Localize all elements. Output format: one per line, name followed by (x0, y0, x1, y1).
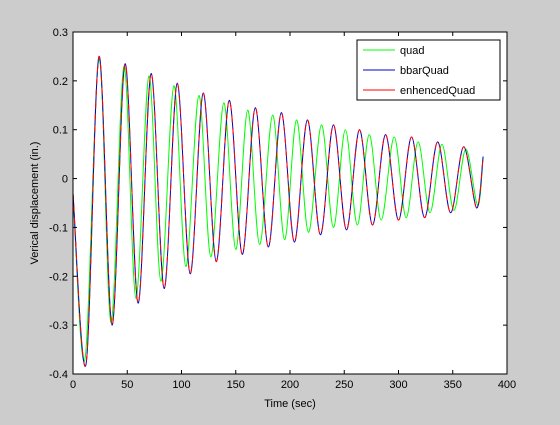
legend-label-quad: quad (400, 45, 424, 57)
x-tick-label: 300 (389, 379, 407, 391)
series-line-enhencedQuad (73, 55, 484, 367)
series-line-quad (73, 58, 484, 362)
y-tick-label: 0.1 (53, 125, 68, 137)
x-tick-label: 0 (70, 379, 76, 391)
legend: quad bbarQuad enhencedQuad (356, 39, 501, 101)
x-tick-label: 50 (121, 379, 133, 391)
x-tick-label: 400 (498, 379, 516, 391)
y-tick-label: -0.1 (49, 222, 68, 234)
x-tick-label: 100 (172, 379, 190, 391)
x-tick-label: 350 (444, 379, 462, 391)
x-tick-label: 250 (335, 379, 353, 391)
x-tick-label: 150 (227, 379, 245, 391)
y-axis-ticks: -0.4 -0.3 -0.2 -0.1 0 0.1 0.2 0.3 (49, 27, 507, 381)
series-layer (73, 55, 484, 367)
y-tick-label: 0 (62, 174, 68, 186)
y-tick-label: -0.3 (49, 320, 68, 332)
y-tick-label: 0.2 (53, 76, 68, 88)
legend-label-bbarQuad: bbarQuad (400, 65, 449, 77)
x-axis-ticks: 0 50 100 150 200 250 300 350 400 (70, 32, 516, 391)
x-axis-label: Time (sec) (264, 398, 316, 410)
y-tick-label: -0.4 (49, 369, 68, 381)
x-tick-label: 200 (281, 379, 299, 391)
y-axis-label: Verical displacement (in.) (29, 142, 41, 265)
legend-label-enhencedQuad: enhencedQuad (400, 85, 475, 97)
y-tick-label: -0.2 (49, 271, 68, 283)
y-tick-label: 0.3 (53, 27, 68, 39)
